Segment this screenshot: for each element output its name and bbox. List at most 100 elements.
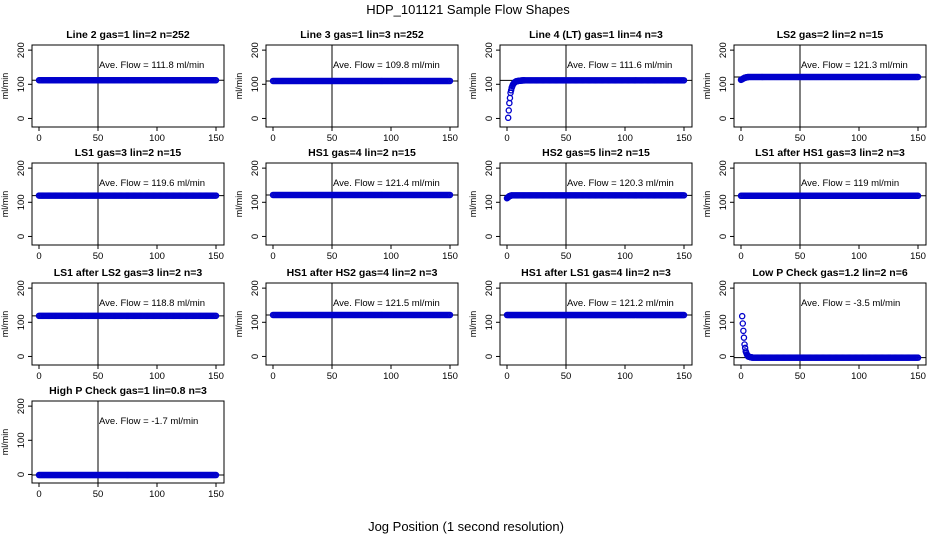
y-axis-label: ml/min	[234, 73, 244, 100]
y-tick-label: 0	[250, 116, 261, 121]
y-tick-label: 100	[250, 194, 261, 210]
average-flow-annotation: Ave. Flow = 111.6 ml/min	[567, 60, 672, 71]
x-tick-label: 100	[383, 251, 399, 262]
y-tick-label: 100	[250, 314, 261, 330]
panel-hs1-after-ls1-gas-4-lin-2-n-3: HS1 after LS1 gas=4 lin=2 n=3 ml/min 0 100 2…	[468, 267, 693, 382]
plot-frame	[31, 400, 225, 484]
y-tick-label: 100	[718, 314, 729, 330]
y-tick-label: 0	[484, 116, 495, 121]
x-tick-label: 0	[36, 371, 41, 382]
x-tick-label: 0	[738, 371, 743, 382]
x-tick-label: 150	[676, 371, 692, 382]
x-tick-label: 50	[327, 251, 338, 262]
y-tick-label: 100	[718, 194, 729, 210]
panel-hs1-after-hs2-gas-4-lin-2-n-3: HS1 after HS2 gas=4 lin=2 n=3 ml/min 0 100 2…	[234, 267, 459, 382]
x-tick-label: 150	[208, 251, 224, 262]
y-axis-label: ml/min	[234, 191, 244, 218]
y-tick-label: 200	[250, 42, 261, 58]
panel-title: HS1 after HS2 gas=4 lin=2 n=3	[287, 267, 438, 279]
x-tick-label: 150	[208, 133, 224, 144]
plot-frame	[265, 282, 459, 366]
y-tick-label: 100	[718, 76, 729, 92]
plot-frame	[265, 162, 459, 246]
data-point	[914, 354, 922, 361]
y-axis-label: ml/min	[702, 311, 712, 338]
x-tick-label: 150	[910, 371, 926, 382]
y-tick-label: 200	[16, 398, 27, 414]
x-tick-label: 150	[442, 133, 458, 144]
data-point	[504, 114, 512, 122]
y-tick-label: 100	[250, 76, 261, 92]
x-tick-label: 50	[561, 251, 572, 262]
y-axis-label: ml/min	[702, 191, 712, 218]
average-flow-annotation: Ave. Flow = 119 ml/min	[801, 178, 899, 189]
data-point	[506, 99, 513, 107]
data-point	[680, 192, 688, 199]
plot-frame	[31, 44, 225, 128]
data-point	[739, 320, 747, 327]
y-axis-label: ml/min	[468, 191, 478, 218]
x-tick-label: 100	[383, 371, 399, 382]
x-tick-label: 50	[795, 133, 806, 144]
plot-frame	[733, 44, 927, 128]
average-flow-annotation: Ave. Flow = 121.3 ml/min	[801, 60, 908, 71]
data-point	[738, 312, 746, 320]
data-point	[740, 327, 747, 335]
x-tick-label: 50	[93, 371, 104, 382]
y-tick-label: 200	[16, 280, 27, 296]
panel-hs2-gas-5-lin-2-n-15: HS2 gas=5 lin=2 n=15 ml/min 0 100 200 0 50 100 1…	[468, 147, 693, 262]
x-tick-label: 150	[910, 251, 926, 262]
x-tick-label: 50	[327, 371, 338, 382]
data-point	[914, 192, 922, 200]
y-tick-label: 200	[718, 280, 729, 296]
panel-title: LS1 gas=3 lin=2 n=15	[75, 147, 182, 159]
plot-frame	[733, 282, 927, 366]
x-tick-label: 100	[149, 251, 165, 262]
panel-ls2-gas-2-lin-2-n-15: LS2 gas=2 lin=2 n=15 ml/min 0 100 200 0 50 100 1…	[702, 29, 927, 144]
y-axis-label: ml/min	[234, 311, 244, 338]
x-tick-label: 50	[327, 133, 338, 144]
x-tick-label: 150	[208, 371, 224, 382]
y-tick-label: 0	[718, 116, 729, 121]
y-tick-label: 0	[718, 234, 729, 239]
x-tick-label: 150	[910, 133, 926, 144]
plot-frame	[265, 44, 459, 128]
y-tick-label: 200	[484, 160, 495, 176]
y-tick-label: 100	[16, 432, 27, 448]
y-axis-label: ml/min	[702, 73, 712, 100]
x-tick-label: 50	[93, 489, 104, 500]
plot-frame	[31, 282, 225, 366]
x-tick-label: 150	[676, 133, 692, 144]
x-tick-label: 50	[561, 133, 572, 144]
x-tick-label: 0	[504, 251, 509, 262]
panel-title: Line 3 gas=1 lin=3 n=252	[300, 29, 424, 41]
average-flow-annotation: Ave. Flow = 121.5 ml/min	[333, 298, 440, 309]
x-tick-label: 100	[383, 133, 399, 144]
x-tick-label: 0	[36, 251, 41, 262]
panels-group: Line 2 gas=1 lin=2 n=252 ml/min 0 100 200 0 50…	[0, 29, 927, 500]
y-tick-label: 100	[484, 314, 495, 330]
x-tick-label: 50	[795, 371, 806, 382]
data-point	[212, 312, 220, 320]
y-tick-label: 100	[16, 194, 27, 210]
plot-frame	[499, 282, 693, 366]
data-point	[212, 192, 220, 199]
figure-xlabel: Jog Position (1 second resolution)	[368, 519, 564, 534]
x-tick-label: 0	[738, 251, 743, 262]
x-tick-label: 50	[93, 251, 104, 262]
x-tick-label: 150	[208, 489, 224, 500]
plot-frame	[499, 162, 693, 246]
y-axis-label: ml/min	[0, 311, 10, 338]
y-tick-label: 200	[484, 42, 495, 58]
y-tick-label: 200	[250, 280, 261, 296]
y-tick-label: 100	[16, 314, 27, 330]
panel-hs1-gas-4-lin-2-n-15: HS1 gas=4 lin=2 n=15 ml/min 0 100 200 0 50 100 1…	[234, 147, 459, 262]
average-flow-annotation: Ave. Flow = 119.6 ml/min	[99, 178, 205, 189]
x-tick-label: 100	[149, 489, 165, 500]
plot-frame	[31, 162, 225, 246]
data-point	[446, 311, 454, 319]
y-tick-label: 200	[718, 160, 729, 176]
y-tick-label: 100	[484, 76, 495, 92]
data-point	[506, 94, 514, 102]
